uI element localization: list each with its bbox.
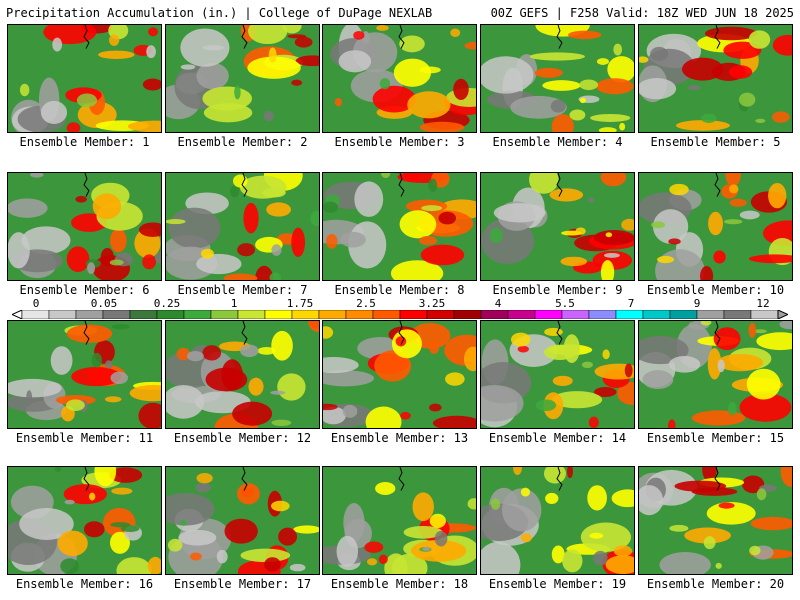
colorbar-swatch <box>642 310 671 319</box>
ensemble-member-map <box>638 320 793 429</box>
colorbar-swatch <box>237 310 266 319</box>
ensemble-member-label: Ensemble Member: 18 <box>330 577 469 591</box>
ensemble-member-label: Ensemble Member: 12 <box>173 431 312 445</box>
ensemble-member-label: Ensemble Member: 16 <box>15 577 154 591</box>
ensemble-member-label: Ensemble Member: 2 <box>177 135 308 149</box>
colorbar-swatch <box>588 310 617 319</box>
ensemble-member-map <box>322 24 477 133</box>
ensemble-member-label: Ensemble Member: 19 <box>488 577 627 591</box>
ensemble-member-map <box>7 172 162 281</box>
colorbar-tick-label: 1.75 <box>286 297 314 310</box>
colorbar-tick-label: 2.5 <box>356 297 376 310</box>
colorbar-swatch <box>210 310 239 319</box>
colorbar-swatch <box>426 310 455 319</box>
model-run-valid-time: 00Z GEFS | F258 Valid: 18Z WED JUN 18 20… <box>490 6 794 20</box>
colorbar-swatch <box>21 310 50 319</box>
ensemble-member-map <box>165 320 320 429</box>
colorbar-swatch <box>750 310 779 319</box>
colorbar-swatch <box>507 310 536 319</box>
ensemble-member-label: Ensemble Member: 14 <box>488 431 627 445</box>
ensemble-member-map <box>480 172 635 281</box>
ensemble-member-label: Ensemble Member: 4 <box>492 135 623 149</box>
ensemble-member-label: Ensemble Member: 7 <box>177 283 308 297</box>
colorbar-tick-label: 4 <box>494 297 502 310</box>
colorbar-tick-label: 3.25 <box>418 297 446 310</box>
ensemble-member-label: Ensemble Member: 17 <box>173 577 312 591</box>
precipitation-colorbar <box>12 310 788 319</box>
colorbar-swatch <box>345 310 374 319</box>
colorbar-swatch <box>183 310 212 319</box>
colorbar-swatch <box>102 310 131 319</box>
ensemble-member-map <box>638 172 793 281</box>
ensemble-member-label: Ensemble Member: 3 <box>334 135 465 149</box>
ensemble-member-label: Ensemble Member: 8 <box>334 283 465 297</box>
colorbar-swatch <box>615 310 644 319</box>
ensemble-member-map <box>480 320 635 429</box>
colorbar-min-arrow <box>12 310 23 319</box>
colorbar-tick-label: 0.05 <box>90 297 118 310</box>
ensemble-member-label: Ensemble Member: 5 <box>650 135 781 149</box>
colorbar-swatch <box>561 310 590 319</box>
colorbar-swatch <box>453 310 482 319</box>
ensemble-member-map <box>480 466 635 575</box>
ensemble-member-map <box>165 466 320 575</box>
ensemble-member-map <box>165 24 320 133</box>
colorbar-swatch <box>291 310 320 319</box>
ensemble-member-map <box>165 172 320 281</box>
ensemble-member-map <box>322 320 477 429</box>
ensemble-member-label: Ensemble Member: 20 <box>646 577 785 591</box>
ensemble-member-map <box>7 24 162 133</box>
colorbar-swatch <box>399 310 428 319</box>
map-title: Precipitation Accumulation (in.) | Colle… <box>6 6 433 20</box>
colorbar-tick-label: 12 <box>756 297 770 310</box>
colorbar-swatch <box>480 310 509 319</box>
colorbar-swatch <box>723 310 752 319</box>
ensemble-member-map <box>638 466 793 575</box>
colorbar-swatch <box>129 310 158 319</box>
colorbar-swatch <box>534 310 563 319</box>
ensemble-member-map <box>7 466 162 575</box>
ensemble-member-map <box>322 466 477 575</box>
ensemble-member-label: Ensemble Member: 10 <box>646 283 785 297</box>
colorbar-swatch <box>696 310 725 319</box>
colorbar-swatch <box>318 310 347 319</box>
ensemble-member-map <box>638 24 793 133</box>
ensemble-member-label: Ensemble Member: 13 <box>330 431 469 445</box>
colorbar-tick-label: 0 <box>32 297 40 310</box>
colorbar-swatch <box>48 310 77 319</box>
colorbar-tick-label: 5.5 <box>555 297 575 310</box>
ensemble-member-map <box>322 172 477 281</box>
colorbar-swatch <box>264 310 293 319</box>
ensemble-member-label: Ensemble Member: 1 <box>19 135 150 149</box>
colorbar-tick-label: 7 <box>627 297 635 310</box>
colorbar-max-arrow <box>777 310 788 319</box>
ensemble-member-map <box>480 24 635 133</box>
colorbar-swatch <box>156 310 185 319</box>
colorbar-tick-label: 9 <box>693 297 701 310</box>
colorbar-tick-label: 0.25 <box>153 297 181 310</box>
colorbar-tick-label: 1 <box>230 297 238 310</box>
colorbar-swatch <box>75 310 104 319</box>
ensemble-member-label: Ensemble Member: 15 <box>646 431 785 445</box>
ensemble-member-label: Ensemble Member: 6 <box>19 283 150 297</box>
colorbar-swatch <box>669 310 698 319</box>
ensemble-member-label: Ensemble Member: 11 <box>15 431 154 445</box>
colorbar-swatch <box>372 310 401 319</box>
ensemble-member-label: Ensemble Member: 9 <box>492 283 623 297</box>
ensemble-member-map <box>7 320 162 429</box>
